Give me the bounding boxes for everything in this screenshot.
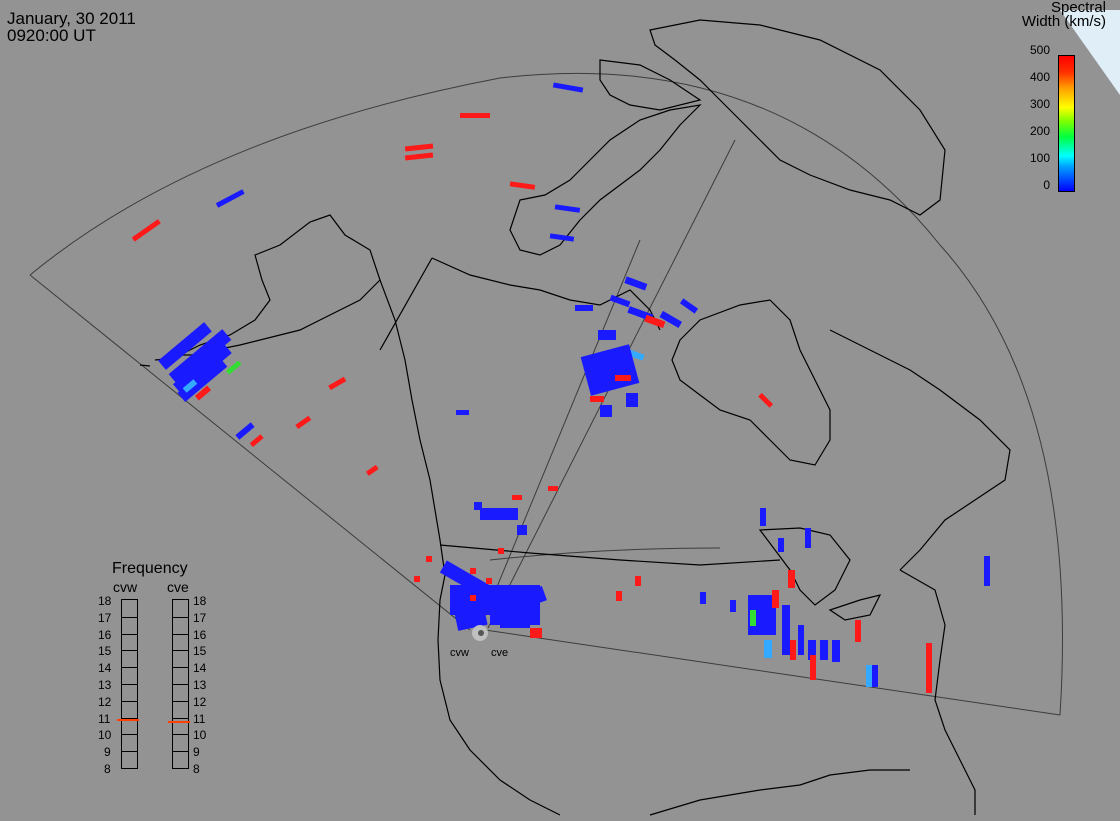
backscatter-cells <box>131 82 990 693</box>
radar-label-cvw: cvw <box>450 647 469 659</box>
frequency-column-cvw <box>121 599 138 769</box>
radar-fov <box>29 72 1063 716</box>
frequency-grid-line <box>122 633 137 635</box>
corner-white-triangle <box>1060 10 1120 95</box>
frequency-grid-line <box>173 734 188 736</box>
fov-east-edge <box>484 629 1061 716</box>
frequency-label-left: 11 <box>98 711 111 726</box>
fov-boundary-a <box>479 239 641 629</box>
time-label: 0920:00 UT <box>7 26 96 45</box>
arctic-coast <box>431 257 661 331</box>
frequency-label-right: 14 <box>193 661 207 676</box>
frequency-grid-line <box>173 650 188 652</box>
frequency-label-left: 14 <box>98 661 112 676</box>
frequency-grid-line <box>122 700 137 702</box>
frequency-label-right: 12 <box>193 694 207 709</box>
frequency-grid-line <box>173 751 188 753</box>
frequency-grid-line <box>173 717 188 719</box>
frequency-label-right: 16 <box>193 627 207 642</box>
frequency-label-left: 16 <box>98 627 112 642</box>
frequency-label-left: 10 <box>98 728 112 743</box>
gulf-coast <box>649 769 910 816</box>
eastern-us-scatter <box>616 508 990 693</box>
frequency-grid-line <box>122 667 137 669</box>
frequency-grid-line <box>173 616 188 618</box>
frequency-label-right: 11 <box>193 711 206 726</box>
frequency-label-left: 8 <box>104 762 111 776</box>
alaska-border <box>379 257 433 351</box>
frequency-grid-line <box>173 700 188 702</box>
frequency-label-right: 10 <box>193 728 207 743</box>
frequency-label-right: 18 <box>193 594 207 608</box>
frequency-grid-line <box>173 667 188 669</box>
fov-west-edge <box>29 274 471 631</box>
colorbar-tick-500: 500 <box>1029 43 1050 57</box>
radar-label-cve: cve <box>491 647 509 659</box>
hudson-bay <box>671 299 831 466</box>
frequency-radar-cvw: cvw <box>113 579 138 595</box>
frequency-label-right: 13 <box>193 678 207 692</box>
colorbar-tick-300: 300 <box>1029 97 1050 111</box>
frequency-label-left: 15 <box>98 644 112 659</box>
frequency-grid-line <box>122 684 137 685</box>
frequency-grid-line <box>122 650 137 652</box>
ellesmere-island <box>599 59 702 111</box>
coastlines <box>139 19 1011 816</box>
frequency-grid-line <box>173 684 188 685</box>
frequency-label-right: 9 <box>193 745 200 760</box>
fov-outer-arc <box>29 72 1063 716</box>
fov-inner-arc <box>489 547 721 561</box>
frequency-label-left: 9 <box>104 745 111 760</box>
frequency-grid-line <box>122 717 137 719</box>
spectral-width-colorbar <box>1058 55 1075 192</box>
us-east-coast <box>899 569 976 815</box>
alaska-coast <box>179 214 381 356</box>
frequency-label-right: 8 <box>193 762 200 776</box>
radar-site-east-marker <box>478 630 484 636</box>
radar-near-scatter <box>414 502 547 638</box>
colorbar-title-line2: Width (km/s) <box>1021 13 1106 30</box>
frequency-panel-title: Frequency <box>112 560 188 577</box>
colorbar-tick-0: 0 <box>1043 178 1050 192</box>
frequency-label-left: 17 <box>98 610 112 625</box>
frequency-marker-cvw <box>117 718 139 721</box>
frequency-radar-cve: cve <box>167 579 189 595</box>
frequency-marker-cve <box>168 720 190 723</box>
frequency-label-left: 18 <box>98 594 112 608</box>
date-label: January, 30 2011 <box>7 9 136 28</box>
central-scatter <box>575 276 699 417</box>
alaska-scatter <box>158 322 264 448</box>
colorbar-title-line1: Spectral <box>1050 0 1106 16</box>
colorbar-tick-100: 100 <box>1029 151 1050 165</box>
frequency-grid-line <box>122 751 137 753</box>
colorbar-tick-200: 200 <box>1029 124 1050 138</box>
us-canada-border <box>439 544 781 566</box>
frequency-label-right: 15 <box>193 644 207 659</box>
frequency-grid-line <box>122 616 137 618</box>
frequency-label-right: 17 <box>193 610 207 625</box>
frequency-grid-line <box>122 734 137 736</box>
frequency-column-cve <box>172 599 189 769</box>
frequency-grid-line <box>173 633 188 635</box>
arctic-islands <box>509 104 702 256</box>
labrador-coast <box>829 329 1011 571</box>
greenland-coast <box>649 19 946 216</box>
frequency-label-left: 12 <box>98 694 112 709</box>
frequency-label-left: 13 <box>98 678 112 692</box>
colorbar-tick-400: 400 <box>1029 70 1050 84</box>
